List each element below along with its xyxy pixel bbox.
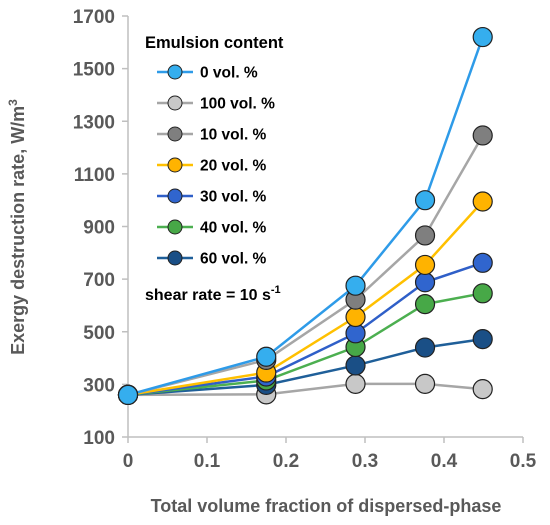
y-tick-labels: 100 300 500 700 900 1100 1300 1500 1700	[73, 7, 128, 449]
x-tick-label: 0.3	[352, 451, 378, 472]
legend-item: 0 vol. %	[157, 64, 258, 82]
data-point	[414, 294, 436, 315]
data-point	[472, 191, 493, 212]
y-axis-title-text: Exergy destruction rate, W/m	[8, 106, 28, 355]
shear-rate-superscript: -1	[271, 284, 281, 296]
legend-item: 10 vol. %	[157, 126, 267, 144]
legend-label: 40 vol. %	[200, 220, 267, 237]
y-axis-title-superscript: 3	[6, 99, 20, 106]
legend-marker	[167, 157, 183, 173]
data-point	[472, 379, 493, 400]
legend-label: 0 vol. %	[200, 65, 258, 82]
y-tick-label: 1300	[73, 112, 115, 133]
legend-item: 60 vol. %	[157, 250, 267, 268]
legend-marker	[167, 219, 183, 235]
data-point	[345, 306, 366, 328]
data-point	[414, 225, 436, 246]
data-point	[345, 355, 366, 376]
x-tick-label: 0	[123, 451, 134, 472]
legend-marker	[167, 126, 183, 142]
legend-label: 30 vol. %	[200, 189, 267, 206]
data-point	[345, 373, 366, 394]
x-tick-label: 0.4	[431, 451, 458, 472]
legend-label: 20 vol. %	[200, 158, 267, 175]
data-point	[472, 26, 493, 48]
legend-marker	[167, 188, 183, 204]
data-point	[414, 373, 436, 394]
legend-marker	[167, 95, 183, 111]
data-point	[472, 329, 493, 350]
data-point	[414, 190, 436, 211]
legend-label: 100 vol. %	[200, 96, 275, 113]
data-point	[472, 252, 493, 273]
legend-item: 30 vol. %	[157, 188, 267, 206]
data-point	[414, 272, 436, 293]
x-tick-labels: 0 0.1 0.2 0.3 0.4 0.5	[123, 437, 537, 472]
data-point	[345, 275, 366, 296]
y-tick-label: 900	[83, 218, 115, 239]
y-tick-label: 500	[83, 323, 115, 344]
y-tick-label: 700	[83, 270, 115, 291]
legend-items: 0 vol. % 100 vol. % 10 vol. % 20 vol. % 30 v…	[157, 64, 275, 268]
y-tick-label: 1100	[74, 165, 115, 186]
x-tick-label: 0.5	[510, 451, 537, 472]
x-tick-label: 0.1	[194, 451, 221, 472]
x-axis-title: Total volume fraction of dispersed-phase	[151, 496, 502, 516]
legend-label: 10 vol. %	[200, 127, 267, 144]
data-point	[472, 125, 493, 146]
legend-item: 20 vol. %	[157, 157, 267, 175]
y-tick-label: 1700	[73, 7, 115, 28]
y-tick-label: 300	[83, 375, 115, 396]
legend-marker	[167, 64, 183, 80]
data-point	[414, 254, 436, 276]
legend-item: 40 vol. %	[157, 219, 267, 237]
data-point	[414, 337, 436, 358]
legend-marker	[167, 250, 183, 266]
shear-rate-annotation: shear rate = 10 s-1	[145, 284, 281, 304]
data-point	[117, 384, 139, 405]
x-tick-label: 0.2	[273, 451, 299, 472]
data-point	[472, 283, 493, 304]
legend: Emulsion content 0 vol. % 100 vol. % 10 vo…	[145, 34, 284, 268]
data-point	[256, 346, 277, 367]
legend-item: 100 vol. %	[157, 95, 275, 113]
legend-label: 60 vol. %	[200, 251, 267, 268]
legend-title: Emulsion content	[145, 34, 284, 52]
y-axis-title: Exergy destruction rate, W/m3	[6, 99, 28, 355]
y-tick-label: 100	[83, 428, 115, 449]
series-markers	[117, 26, 493, 405]
shear-rate-text: shear rate = 10 s	[145, 287, 271, 304]
y-tick-label: 1500	[73, 60, 115, 81]
